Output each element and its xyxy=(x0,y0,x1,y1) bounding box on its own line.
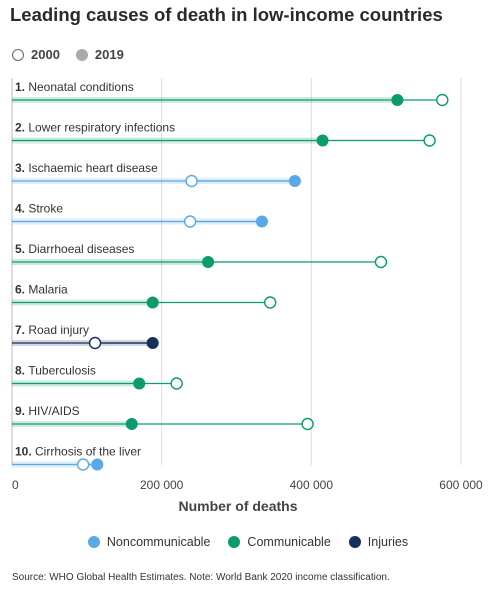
cause-name: Malaria xyxy=(28,283,68,297)
marker-2000 xyxy=(185,174,198,188)
cause-rank: 10. xyxy=(15,445,35,459)
marker-2019 xyxy=(146,296,159,309)
cause-row: 6. Malaria xyxy=(12,283,277,309)
cause-name: Ischaemic heart disease xyxy=(28,161,158,175)
cause-rank: 8. xyxy=(15,364,28,378)
cause-name: Cirrhosis of the liver xyxy=(35,445,141,459)
marker-2019 xyxy=(133,377,146,390)
cause-name: Stroke xyxy=(28,202,63,216)
group-legend: Noncommunicable Communicable Injuries xyxy=(0,535,496,549)
cause-label: 6. Malaria xyxy=(15,283,68,297)
marker-2000 xyxy=(374,255,388,269)
open-circle-icon xyxy=(12,48,24,61)
cause-row: 4. Stroke xyxy=(12,202,268,228)
cause-row: 2. Lower respiratory infections xyxy=(12,121,436,147)
cause-label: 7. Road injury xyxy=(15,323,89,337)
color-swatch-icon xyxy=(87,536,100,548)
marker-2000 xyxy=(263,296,277,309)
cause-label: 8. Tuberculosis xyxy=(15,364,96,378)
x-tick-label: 600 000 xyxy=(439,478,483,492)
x-tick-label: 400 000 xyxy=(290,478,334,492)
marker-2019 xyxy=(146,337,159,349)
marker-2000 xyxy=(76,458,90,471)
cause-label: 9. HIV/AIDS xyxy=(15,404,80,418)
cause-rank: 3. xyxy=(15,161,28,175)
cause-row: 5. Diarrhoeal diseases xyxy=(12,242,388,269)
cause-rank: 6. xyxy=(15,283,28,297)
group-legend-item: Noncommunicable xyxy=(87,535,211,549)
year-legend-label-2000: 2000 xyxy=(31,47,60,62)
year-legend-item-2000: 2000 xyxy=(12,47,60,62)
x-tick-label: 0 xyxy=(12,478,19,492)
marker-2019 xyxy=(91,458,104,471)
cause-row: 7. Road injury xyxy=(12,323,159,350)
cause-row: 10. Cirrhosis of the liver xyxy=(12,445,141,471)
cause-name: Neonatal conditions xyxy=(28,80,133,94)
year-legend-item-2019: 2019 xyxy=(75,47,124,62)
marker-2000 xyxy=(423,134,436,147)
marker-2000 xyxy=(183,215,197,228)
marker-2000 xyxy=(436,93,449,107)
marker-2019 xyxy=(125,418,138,430)
year-legend: 2000 2019 xyxy=(12,47,140,62)
cause-row: 8. Tuberculosis xyxy=(12,364,183,390)
group-legend-label: Communicable xyxy=(247,535,331,549)
filled-circle-icon xyxy=(75,48,88,61)
year-legend-label-2019: 2019 xyxy=(94,47,124,62)
color-swatch-icon xyxy=(348,536,361,548)
cause-row: 1. Neonatal conditions xyxy=(12,80,449,107)
cause-name: Lower respiratory infections xyxy=(28,121,175,135)
cause-rank: 7. xyxy=(15,323,28,337)
chart-title: Leading causes of death in low-income co… xyxy=(10,4,443,25)
cause-row: 9. HIV/AIDS xyxy=(12,404,314,431)
marker-2000 xyxy=(88,336,102,350)
group-legend-label: Injuries xyxy=(367,535,409,549)
cause-name: Diarrhoeal diseases xyxy=(28,242,134,256)
marker-2019 xyxy=(202,256,215,268)
color-swatch-icon xyxy=(228,536,241,548)
cause-row: 3. Ischaemic heart disease xyxy=(12,161,301,188)
cause-label: 4. Stroke xyxy=(15,202,63,216)
group-legend-label: Noncommunicable xyxy=(106,535,211,549)
cause-rank: 1. xyxy=(15,80,28,94)
cause-label: 3. Ischaemic heart disease xyxy=(15,161,158,175)
x-axis-title: Number of deaths xyxy=(178,498,298,514)
marker-2000 xyxy=(301,417,314,431)
marker-2000 xyxy=(170,377,183,390)
cause-name: Tuberculosis xyxy=(28,364,96,378)
cause-rank: 4. xyxy=(15,202,28,216)
cause-label: 5. Diarrhoeal diseases xyxy=(15,242,134,256)
marker-2019 xyxy=(316,134,329,147)
x-tick-label: 200 000 xyxy=(140,478,184,492)
group-legend-item: Communicable xyxy=(228,535,331,549)
marker-2019 xyxy=(391,94,404,106)
source-note: Source: WHO Global Health Estimates. Not… xyxy=(12,572,390,583)
cause-name: HIV/AIDS xyxy=(28,404,79,418)
cause-rank: 5. xyxy=(15,242,28,256)
marker-2019 xyxy=(288,175,301,187)
group-legend-item: Injuries xyxy=(348,535,409,549)
cause-rank: 2. xyxy=(15,121,28,135)
cause-rank: 9. xyxy=(15,404,28,418)
cause-label: 2. Lower respiratory infections xyxy=(15,121,175,135)
dumbbell-chart: 0 200 000 400 000 600 000 1. Neonatal condit… xyxy=(11,78,483,492)
cause-label: 10. Cirrhosis of the liver xyxy=(15,445,141,459)
cause-label: 1. Neonatal conditions xyxy=(15,80,134,94)
cause-name: Road injury xyxy=(28,323,89,337)
marker-2019 xyxy=(255,215,268,228)
